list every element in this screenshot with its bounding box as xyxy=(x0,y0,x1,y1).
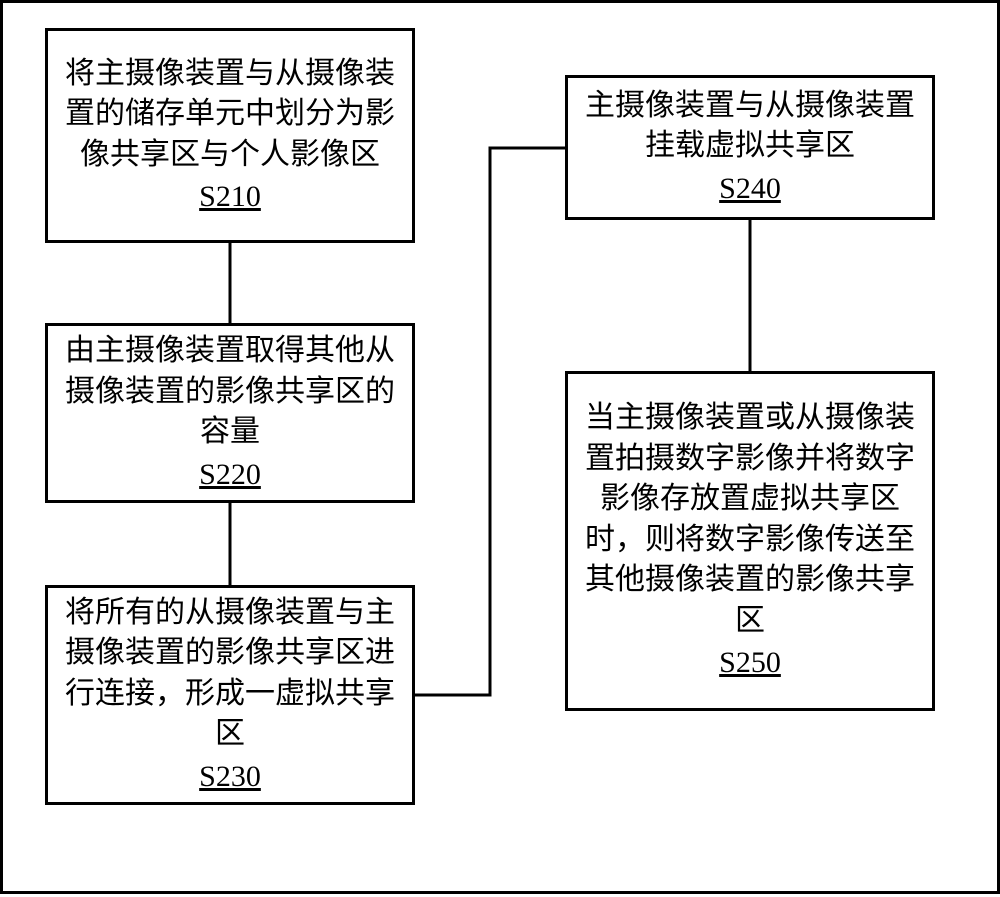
flow-node-s220: 由主摄像装置取得其他从摄像装置的影像共享区的容量S220 xyxy=(45,323,415,503)
flow-node-text: 当主摄像装置或从摄像装置拍摄数字影像并将数字影像存放置虚拟共享区时，则将数字影像… xyxy=(578,398,922,641)
edge-s230-s240 xyxy=(415,148,565,695)
flow-node-s250: 当主摄像装置或从摄像装置拍摄数字影像并将数字影像存放置虚拟共享区时，则将数字影像… xyxy=(565,371,935,711)
flow-node-text: 将所有的从摄像装置与主摄像装置的影像共享区进行连接，形成一虚拟共享区 xyxy=(58,593,402,755)
flowchart-canvas: 将主摄像装置与从摄像装置的储存单元中划分为影像共享区与个人影像区S210 由主摄像… xyxy=(0,0,1000,894)
flow-node-id: S220 xyxy=(199,455,261,496)
flow-node-text: 由主摄像装置取得其他从摄像装置的影像共享区的容量 xyxy=(58,331,402,453)
flow-node-text: 主摄像装置与从摄像装置挂载虚拟共享区 xyxy=(578,86,922,167)
flow-node-text: 将主摄像装置与从摄像装置的储存单元中划分为影像共享区与个人影像区 xyxy=(58,54,402,176)
flow-node-id: S250 xyxy=(719,643,781,684)
flow-node-s240: 主摄像装置与从摄像装置挂载虚拟共享区S240 xyxy=(565,75,935,220)
flow-node-s230: 将所有的从摄像装置与主摄像装置的影像共享区进行连接，形成一虚拟共享区S230 xyxy=(45,585,415,805)
flow-node-id: S230 xyxy=(199,757,261,798)
flow-node-s210: 将主摄像装置与从摄像装置的储存单元中划分为影像共享区与个人影像区S210 xyxy=(45,28,415,243)
flow-node-id: S210 xyxy=(199,177,261,218)
flow-node-id: S240 xyxy=(719,169,781,210)
